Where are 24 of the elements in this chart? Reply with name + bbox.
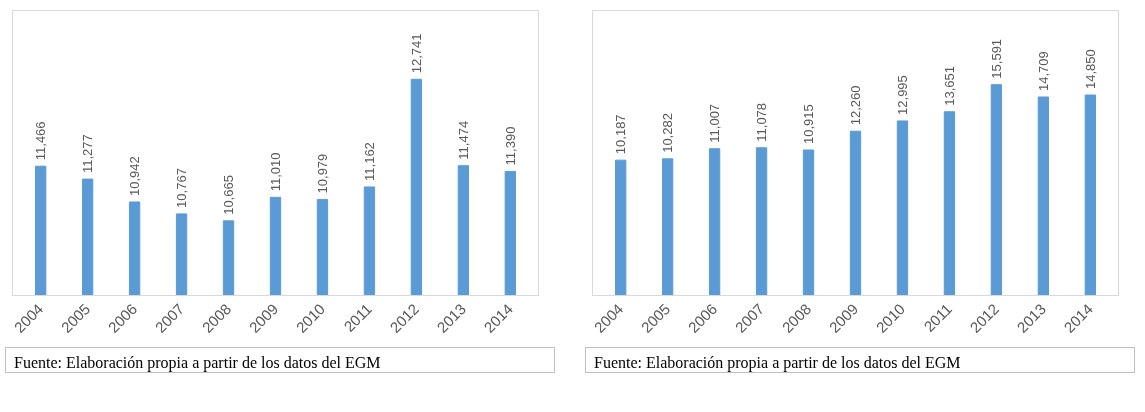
data-label: 12,741 [408, 33, 424, 74]
data-label: 10,979 [314, 153, 330, 194]
data-label: 14,850 [1082, 49, 1098, 90]
data-label: 11,277 [80, 134, 96, 174]
data-label: 11,466 [33, 121, 49, 161]
data-label: 11,078 [754, 102, 770, 142]
data-label: 10,767 [174, 168, 190, 208]
data-label: 11,162 [361, 142, 377, 181]
data-label: 11,390 [502, 126, 518, 166]
data-label: 14,709 [1035, 51, 1051, 91]
data-label: 10,665 [221, 175, 237, 215]
data-label: 12,260 [848, 85, 863, 126]
source-note: Fuente: Elaboración propia a partir de los datos del EGM [14, 353, 381, 374]
source-note: Fuente: Elaboración propia a partir de los datos del EGM [594, 353, 961, 374]
data-label: 10,942 [127, 156, 143, 196]
data-label: 11,010 [268, 152, 283, 192]
data-label: 10,282 [660, 113, 676, 153]
data-label: 13,651 [941, 66, 957, 106]
data-label: 12,995 [894, 75, 910, 115]
data-label: 11,474 [455, 120, 471, 160]
data-label: 11,007 [707, 103, 723, 143]
data-label: 10,915 [801, 104, 817, 144]
data-label: 15,591 [988, 38, 1004, 79]
data-label: 10,187 [613, 114, 629, 155]
